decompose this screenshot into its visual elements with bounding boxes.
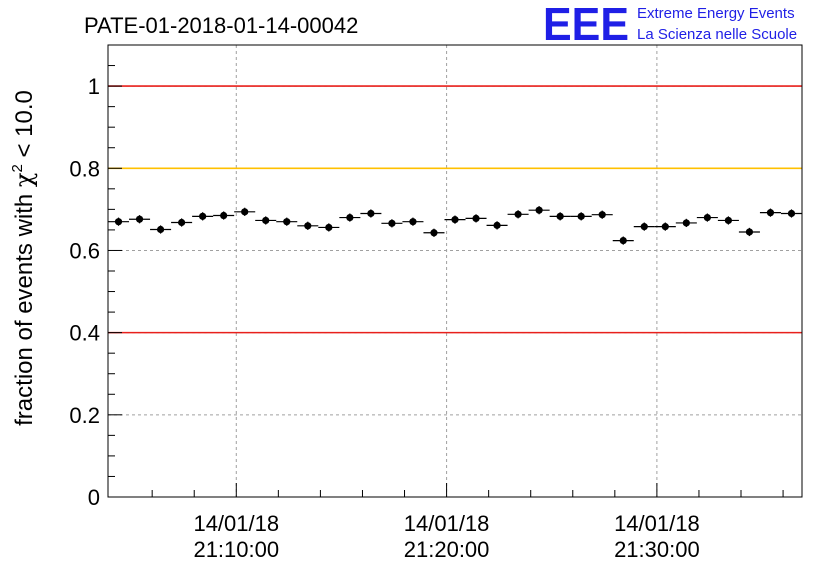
logo-line2: La Scienza nelle Scuole bbox=[637, 26, 797, 43]
data-point bbox=[514, 210, 522, 218]
data-point bbox=[661, 223, 669, 231]
data-point bbox=[682, 219, 690, 227]
data-point bbox=[135, 215, 144, 223]
y-axis-label: fraction of events with χ2 < 10.0 bbox=[9, 90, 38, 426]
data-point bbox=[619, 236, 627, 245]
data-point bbox=[556, 212, 564, 220]
data-point bbox=[598, 211, 606, 219]
data-point bbox=[451, 216, 459, 224]
data-point bbox=[388, 219, 396, 227]
reference-lines bbox=[108, 85, 802, 334]
data-point bbox=[114, 218, 123, 226]
logo-line1: Extreme Energy Events bbox=[637, 5, 795, 22]
data-point bbox=[262, 216, 270, 225]
data-point bbox=[766, 209, 775, 217]
data-point bbox=[745, 228, 754, 236]
x-tick-date: 14/01/18 bbox=[404, 511, 490, 536]
eee-logo: EEE Extreme Energy Events La Scienza nel… bbox=[543, 0, 797, 50]
y-tick-label: 0.4 bbox=[69, 321, 100, 346]
data-point bbox=[640, 223, 648, 231]
data-point bbox=[346, 213, 354, 222]
data-point bbox=[199, 212, 207, 220]
data-point bbox=[430, 229, 438, 237]
chart-title: PATE-01-2018-01-14-00042 bbox=[84, 13, 358, 38]
data-point bbox=[304, 222, 312, 230]
logo-mark: EEE bbox=[543, 0, 629, 50]
x-tick-time: 21:30:00 bbox=[614, 537, 700, 562]
y-tick-label: 0.2 bbox=[69, 403, 100, 428]
data-point bbox=[577, 212, 585, 220]
y-tick-label: 0 bbox=[88, 485, 100, 510]
x-tick-date: 14/01/18 bbox=[614, 511, 700, 536]
data-point bbox=[241, 208, 249, 216]
data-point bbox=[367, 209, 375, 218]
data-point bbox=[787, 209, 796, 218]
x-tick-time: 21:10:00 bbox=[193, 537, 279, 562]
data-point bbox=[724, 216, 732, 225]
data-point bbox=[493, 221, 501, 229]
data-points bbox=[108, 206, 802, 245]
data-point bbox=[703, 213, 711, 222]
y-tick-label: 0.6 bbox=[69, 238, 100, 263]
data-point bbox=[178, 218, 186, 227]
y-tick-label: 1 bbox=[88, 74, 100, 99]
data-point bbox=[409, 218, 417, 226]
data-point bbox=[283, 218, 291, 226]
x-tick-date: 14/01/18 bbox=[193, 511, 279, 536]
y-tick-label: 0.8 bbox=[69, 156, 100, 181]
x-tick-time: 21:20:00 bbox=[404, 537, 490, 562]
data-point bbox=[472, 214, 480, 223]
data-point bbox=[220, 211, 228, 220]
data-point bbox=[535, 206, 543, 214]
y-ticks: 0 0.2 0.4 0.6 0.8 1 bbox=[69, 65, 122, 510]
data-point bbox=[325, 223, 333, 232]
x-ticks: 14/01/1821:10:0014/01/1821:20:0014/01/18… bbox=[151, 483, 784, 562]
data-point bbox=[156, 225, 165, 234]
